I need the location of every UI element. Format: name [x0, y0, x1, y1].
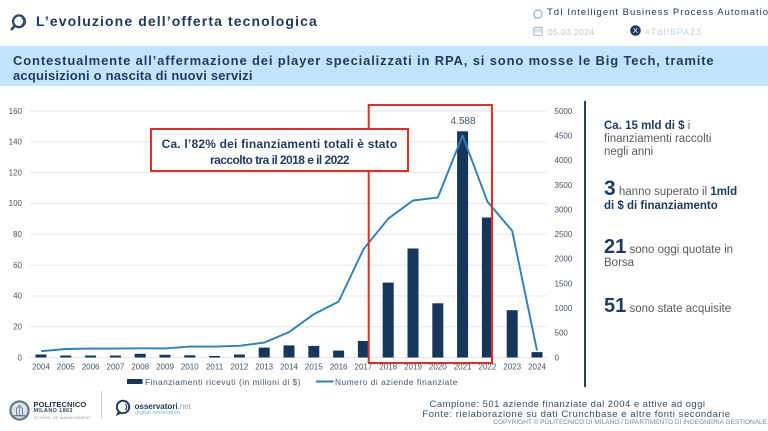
svg-text:80: 80	[13, 230, 22, 239]
svg-text:60: 60	[13, 261, 22, 270]
svg-text:2015: 2015	[305, 363, 323, 372]
svg-text:140: 140	[9, 138, 23, 147]
svg-text:5000: 5000	[555, 107, 573, 116]
svg-text:2010: 2010	[181, 363, 199, 372]
svg-text:3000: 3000	[555, 205, 573, 214]
svg-text:Numero di aziende finanziate: Numero di aziende finanziate	[335, 377, 458, 387]
svg-text:2004: 2004	[32, 363, 50, 372]
svg-text:Finanziamenti ricevuti (in mil: Finanziamenti ricevuti (in milioni di $)	[145, 377, 301, 387]
svg-text:40: 40	[13, 292, 22, 301]
svg-text:2007: 2007	[107, 363, 125, 372]
svg-text:2005: 2005	[57, 363, 75, 372]
svg-text:2024: 2024	[528, 363, 546, 372]
svg-text:100: 100	[9, 199, 23, 208]
svg-text:20: 20	[13, 323, 22, 332]
svg-text:0: 0	[555, 353, 560, 362]
svg-text:2020: 2020	[429, 363, 447, 372]
svg-text:2022: 2022	[479, 363, 497, 372]
svg-text:160: 160	[9, 107, 23, 116]
svg-text:4.588: 4.588	[450, 116, 475, 127]
svg-text:2008: 2008	[131, 363, 149, 372]
svg-text:2021: 2021	[454, 363, 472, 372]
svg-text:2018: 2018	[379, 363, 397, 372]
svg-text:2009: 2009	[156, 363, 174, 372]
svg-text:500: 500	[555, 329, 569, 338]
svg-text:3500: 3500	[555, 181, 573, 190]
svg-text:2023: 2023	[503, 363, 521, 372]
svg-text:2016: 2016	[330, 363, 348, 372]
svg-text:120: 120	[9, 168, 23, 177]
svg-text:0: 0	[18, 353, 23, 362]
svg-text:2014: 2014	[280, 363, 298, 372]
svg-text:2013: 2013	[255, 363, 273, 372]
svg-text:2012: 2012	[231, 363, 249, 372]
svg-text:2011: 2011	[206, 363, 224, 372]
svg-text:2019: 2019	[404, 363, 422, 372]
svg-text:Ca. l’82% dei finanziamenti to: Ca. l’82% dei finanziamenti totali è sta…	[162, 137, 398, 151]
svg-text:1000: 1000	[555, 304, 573, 313]
svg-text:2500: 2500	[555, 230, 573, 239]
svg-text:2000: 2000	[555, 255, 573, 264]
svg-text:4500: 4500	[555, 132, 573, 141]
svg-text:2006: 2006	[82, 363, 100, 372]
svg-text:1500: 1500	[555, 279, 573, 288]
svg-text:raccolto tra il 2018 e il 2022: raccolto tra il 2018 e il 2022	[210, 153, 350, 167]
svg-text:2017: 2017	[355, 363, 373, 372]
svg-text:4000: 4000	[555, 156, 573, 165]
